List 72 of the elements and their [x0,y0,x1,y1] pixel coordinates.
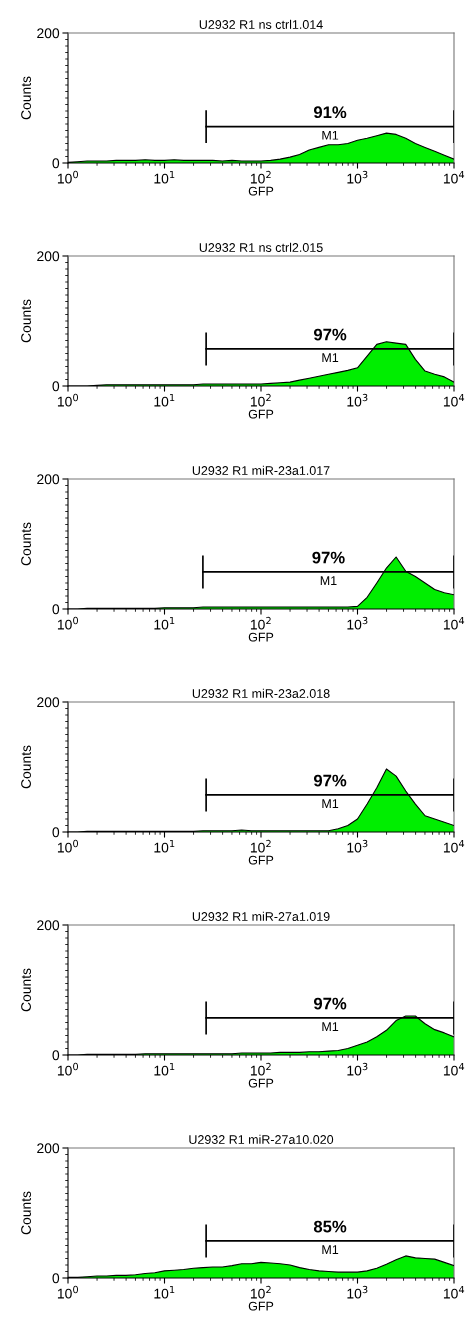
x-tick-label: 10$^{4}$ [443,1285,465,1299]
chart-title: U2932 R1 miR-23a2.018 [192,688,330,698]
x-tick-label: 10$^{2}$ [250,393,271,407]
x-tick-label: 10$^{0}$ [57,393,79,407]
x-tick-label: 10$^{1}$ [154,616,175,630]
x-tick-label: 10$^{2}$ [250,1062,271,1076]
annotation: 97% [313,328,347,341]
y-tick-label: 200 [37,474,60,485]
x-axis-title: GFP [248,632,274,642]
chart-title: U2932 R1 ns ctrl1.014 [199,19,323,29]
x-axis-title: GFP [248,409,274,419]
y-tick-label: 0 [52,1050,60,1061]
chart-title: U2932 R1 miR-27a10.020 [189,1134,334,1144]
x-tick-label: 10$^{0}$ [57,1285,79,1299]
x-tick-label: 10$^{3}$ [347,170,368,184]
x-tick-label: 10$^{4}$ [443,1062,465,1076]
x-tick-label: 10$^{3}$ [347,839,368,853]
chart-title: U2932 R1 miR-27a1.019 [192,911,330,921]
y-tick-label: 200 [37,920,60,931]
x-tick-label: 10$^{1}$ [154,1062,175,1076]
x-tick-label: 10$^{1}$ [154,1285,175,1299]
x-tick-label: 10$^{2}$ [250,1285,271,1299]
x-tick-label: 10$^{1}$ [154,393,175,407]
annotation: 91% [313,106,347,119]
y-tick-label: 0 [52,158,60,169]
x-tick-label: 10$^{2}$ [250,616,271,630]
y-tick-label: 200 [37,697,60,708]
y-axis-title: Counts [21,968,31,1012]
y-tick-label: 0 [52,381,60,392]
y-tick-label: 0 [52,1273,60,1284]
annotation: M1 [322,1245,339,1254]
x-axis-title: GFP [248,855,274,865]
annotation: M1 [322,353,339,362]
x-tick-label: 10$^{0}$ [57,839,79,853]
x-tick-label: 10$^{4}$ [443,170,465,184]
x-tick-label: 10$^{0}$ [57,1062,79,1076]
annotation: M1 [320,576,337,585]
x-tick-label: 10$^{4}$ [443,839,465,853]
x-tick-label: 10$^{0}$ [57,616,79,630]
x-axis-title: GFP [248,1078,274,1088]
annotation: M1 [322,1022,339,1031]
y-axis-title: Counts [21,299,31,343]
annotation: 97% [312,551,345,564]
y-axis-title: Counts [21,1191,31,1235]
annotation: 97% [313,774,347,787]
y-tick-label: 200 [37,28,60,39]
x-axis-title: GFP [248,1301,274,1311]
x-tick-label: 10$^{4}$ [443,393,465,407]
y-tick-label: 0 [52,827,60,838]
chart-title: U2932 R1 miR-23a1.017 [192,465,330,475]
x-tick-label: 10$^{1}$ [154,170,175,184]
annotation: M1 [322,130,339,140]
x-tick-label: 10$^{2}$ [250,170,271,184]
y-axis-title: Counts [21,745,31,789]
x-tick-label: 10$^{3}$ [347,393,368,407]
x-tick-label: 10$^{0}$ [57,170,79,184]
x-tick-label: 10$^{4}$ [443,616,465,630]
y-tick-label: 200 [37,1143,60,1154]
x-tick-label: 10$^{3}$ [347,1062,368,1076]
y-axis-title: Counts [21,76,31,120]
x-tick-label: 10$^{3}$ [347,1285,368,1299]
x-axis-title: GFP [248,186,274,196]
y-tick-label: 0 [52,604,60,615]
annotation: 97% [313,997,347,1010]
x-tick-label: 10$^{1}$ [154,839,175,853]
y-tick-label: 200 [37,251,60,262]
y-axis-title: Counts [21,522,31,566]
annotation: 85% [313,1220,347,1233]
x-tick-label: 10$^{3}$ [347,616,368,630]
annotation: M1 [322,799,339,808]
chart-title: U2932 R1 ns ctrl2.015 [199,242,323,252]
x-tick-label: 10$^{2}$ [250,839,271,853]
